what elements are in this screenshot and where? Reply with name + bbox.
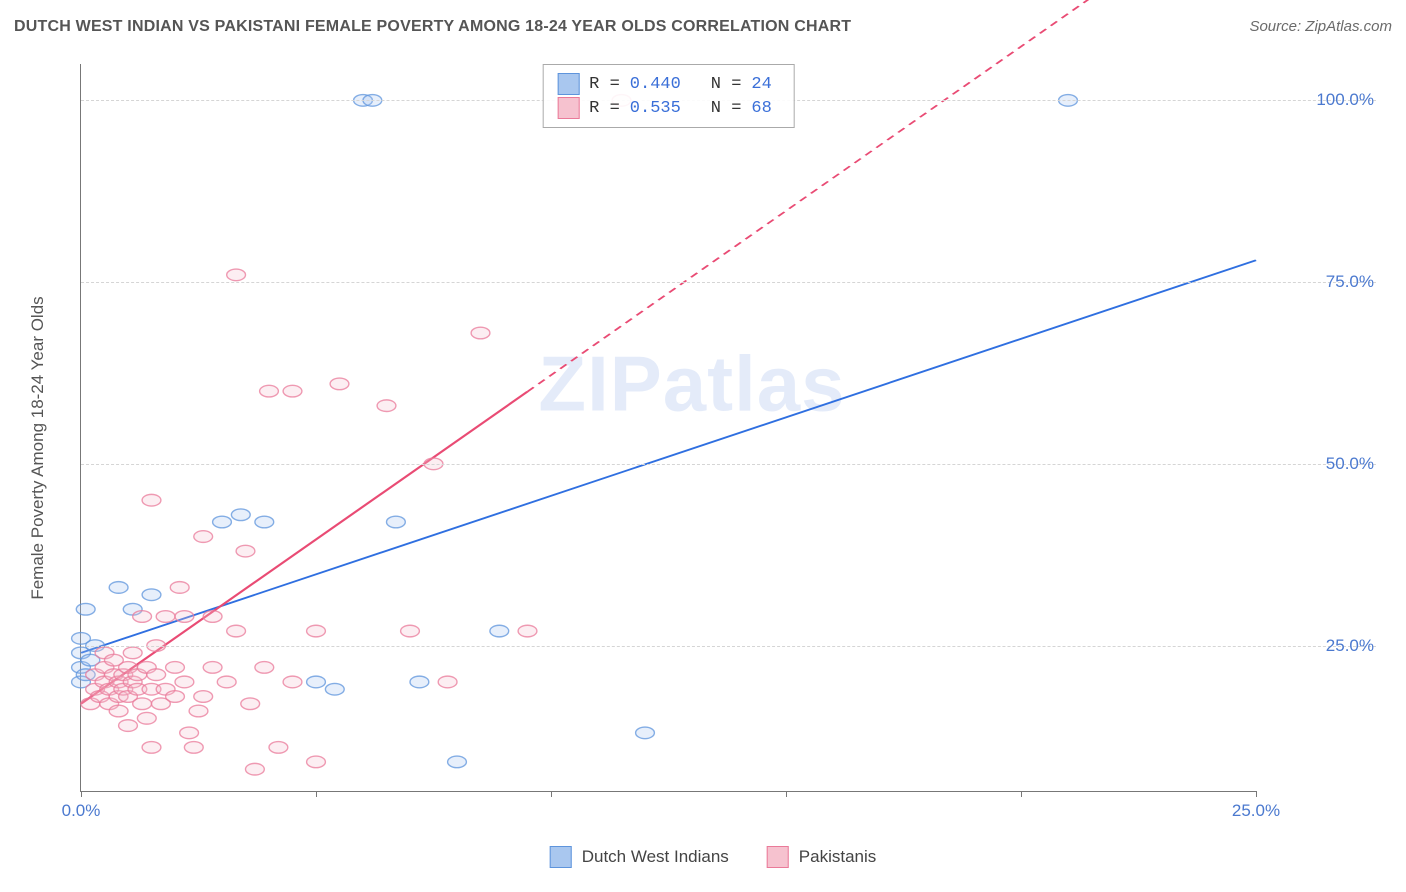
data-point [448,756,467,768]
data-point [213,516,232,528]
gridline [81,646,1376,647]
legend-swatch [767,846,789,868]
data-point [231,509,250,521]
r-label: R = [589,75,620,94]
x-tick-label: 25.0% [1232,801,1280,821]
y-tick-label: 75.0% [1264,272,1374,292]
x-tick [316,791,317,797]
chart-source: Source: ZipAtlas.com [1249,18,1392,36]
data-point [109,705,128,717]
data-point [269,742,288,754]
y-axis-title: Female Poverty Among 18-24 Year Olds [28,296,48,599]
r-label: R = [589,99,620,118]
data-point [255,516,274,528]
data-point [194,531,213,543]
x-tick [1256,791,1257,797]
data-point [166,691,185,703]
data-point [137,712,156,724]
data-point [260,385,279,397]
data-point [166,662,185,674]
data-point [307,676,326,688]
legend-label: Pakistanis [799,847,876,867]
data-point [636,727,655,739]
data-point [410,676,429,688]
x-tick [551,791,552,797]
y-tick-label: 50.0% [1264,454,1374,474]
trend-line [81,392,528,704]
data-point [241,698,260,710]
data-point [119,720,138,732]
data-point [377,400,396,412]
y-tick-label: 100.0% [1264,90,1374,110]
gridline [81,464,1376,465]
plot-svg [81,64,1256,791]
x-tick [786,791,787,797]
data-point [438,676,457,688]
stats-row: R = 0.440 N = 24 [557,73,772,95]
data-point [175,676,194,688]
data-point [123,647,142,659]
data-point [142,589,161,601]
legend-swatch [557,97,579,119]
trend-line-dashed [528,0,1257,392]
data-point [180,727,199,739]
y-tick-label: 25.0% [1264,636,1374,656]
stats-legend: R = 0.440 N = 24 R = 0.535 N = 68 [542,64,795,128]
chart-title: DUTCH WEST INDIAN VS PAKISTANI FEMALE PO… [14,18,851,36]
bottom-legend: Dutch West Indians Pakistanis [550,846,877,868]
data-point [227,625,246,637]
data-point [170,582,189,594]
data-point [133,698,152,710]
gridline [81,282,1376,283]
n-value: 68 [751,99,771,118]
n-value: 24 [751,75,771,94]
data-point [184,742,203,754]
r-value: 0.535 [630,99,681,118]
data-point [246,763,265,775]
data-point [189,705,208,717]
data-point [283,385,302,397]
data-point [217,676,236,688]
data-point [307,625,326,637]
data-point [142,742,161,754]
n-label: N = [711,99,742,118]
legend-item: Dutch West Indians [550,846,729,868]
x-tick-label: 0.0% [62,801,101,821]
data-point [175,611,194,623]
stats-row: R = 0.535 N = 68 [557,97,772,119]
data-point [109,582,128,594]
data-point [203,611,222,623]
data-point [490,625,509,637]
data-point [387,516,406,528]
legend-swatch [557,73,579,95]
data-point [194,691,213,703]
data-point [147,669,166,681]
legend-item: Pakistanis [767,846,876,868]
plot-area: ZIPatlas R = 0.440 N = 24 R = 0.535 N = … [80,64,1256,792]
data-point [283,676,302,688]
chart-container: Female Poverty Among 18-24 Year Olds ZIP… [50,64,1376,832]
r-value: 0.440 [630,75,681,94]
data-point [142,494,161,506]
trend-line [81,260,1256,653]
data-point [307,756,326,768]
data-point [401,625,420,637]
n-label: N = [711,75,742,94]
legend-swatch [550,846,572,868]
data-point [76,603,95,615]
x-tick [81,791,82,797]
data-point [203,662,222,674]
data-point [518,625,537,637]
data-point [133,611,152,623]
data-point [236,545,255,557]
data-point [227,269,246,281]
data-point [330,378,349,390]
data-point [255,662,274,674]
data-point [325,683,344,695]
data-point [471,327,490,339]
x-tick [1021,791,1022,797]
legend-label: Dutch West Indians [582,847,729,867]
data-point [156,611,175,623]
